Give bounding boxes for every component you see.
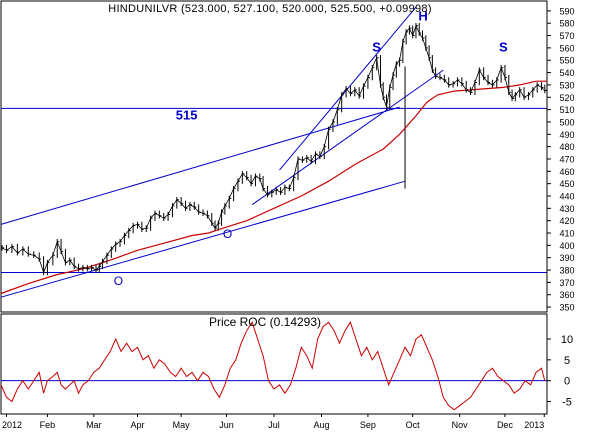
price-tick-label: 450 xyxy=(559,179,574,189)
date-tick-label: Jun xyxy=(219,420,234,430)
roc-tick-label: 0 xyxy=(564,376,570,388)
price-tick-label: 440 xyxy=(559,191,574,201)
price-tick-label: 490 xyxy=(559,130,574,140)
support-lines xyxy=(1,107,547,274)
price-tick-label: 380 xyxy=(559,266,574,276)
roc-line xyxy=(0,321,546,411)
steep-channel-lower xyxy=(251,69,444,206)
price-tick-label: 370 xyxy=(559,278,574,288)
price-tick-label: 550 xyxy=(559,56,574,66)
price-tick-label: 460 xyxy=(559,167,574,177)
date-tick-label: Jul xyxy=(268,420,280,430)
date-tick-label: Dec xyxy=(497,420,514,430)
date-tick-label: Nov xyxy=(452,420,469,430)
price-tick-label: 540 xyxy=(559,68,574,78)
moving-average-group xyxy=(0,80,547,295)
price-bars-group xyxy=(1,22,547,276)
date-tick-label: 2013 xyxy=(524,420,544,430)
roc-group xyxy=(0,321,547,411)
price-tick-label: 480 xyxy=(559,142,574,152)
price-tick-label: 500 xyxy=(559,117,574,127)
price-tick-label: 510 xyxy=(559,105,574,115)
lower-channel-line xyxy=(0,180,406,298)
moving-average-line xyxy=(0,80,547,295)
price-tick-label: 590 xyxy=(559,6,574,16)
indicator-panel-frame xyxy=(0,313,548,415)
indicator-title: Price ROC (0.14293) xyxy=(209,315,321,329)
price-tick-label: 360 xyxy=(559,290,574,300)
chart-annotation: S xyxy=(499,40,508,55)
date-tick-label: May xyxy=(173,420,191,430)
chart-annotation: H xyxy=(418,9,427,24)
price-tick-label: 410 xyxy=(559,229,574,239)
price-tick-label: 530 xyxy=(559,80,574,90)
roc-tick-label: 5 xyxy=(564,355,570,367)
price-tick-label: 560 xyxy=(559,43,574,53)
price-panel-frame xyxy=(0,0,548,313)
price-tick-label: 580 xyxy=(559,19,574,29)
price-tick-label: 350 xyxy=(559,303,574,313)
roc-tick-label: -5 xyxy=(562,397,572,409)
date-tick-label: 2012 xyxy=(2,420,22,430)
date-tick-label: Oct xyxy=(406,420,421,430)
price-y-axis: 350 360 370 380 390 400 410 420 430 440 450 460 470 4… xyxy=(547,6,575,313)
chart-title: HINDUNILVR (523.000, 527.100, 520.000, 5… xyxy=(108,3,432,15)
date-tick-label: Aug xyxy=(313,420,329,430)
date-x-axis: 2012 Feb Mar Apr May Jun Jul Aug Sep Oct Nov Dec 201… xyxy=(2,414,545,430)
roc-tick-label: 10 xyxy=(561,334,573,346)
annotations-group: 515 S H S O O xyxy=(114,9,508,288)
chart-annotation: O xyxy=(114,274,123,288)
date-tick-label: Apr xyxy=(130,420,144,430)
price-tick-label: 470 xyxy=(559,154,574,164)
roc-y-axis: -5 0 5 10 xyxy=(547,334,573,409)
date-tick-label: Mar xyxy=(86,420,102,430)
chart-annotation: S xyxy=(372,40,381,55)
price-tick-label: 570 xyxy=(559,31,574,41)
price-close-line xyxy=(1,24,546,274)
date-tick-label: Sep xyxy=(360,420,376,430)
chart-annotation: O xyxy=(223,227,232,241)
price-tick-label: 430 xyxy=(559,204,574,214)
price-tick-label: 520 xyxy=(559,93,574,103)
chart-annotation: 515 xyxy=(176,107,198,122)
price-tick-label: 400 xyxy=(559,241,574,251)
date-tick-label: Feb xyxy=(40,420,56,430)
price-tick-label: 390 xyxy=(559,253,574,263)
price-tick-label: 420 xyxy=(559,216,574,226)
